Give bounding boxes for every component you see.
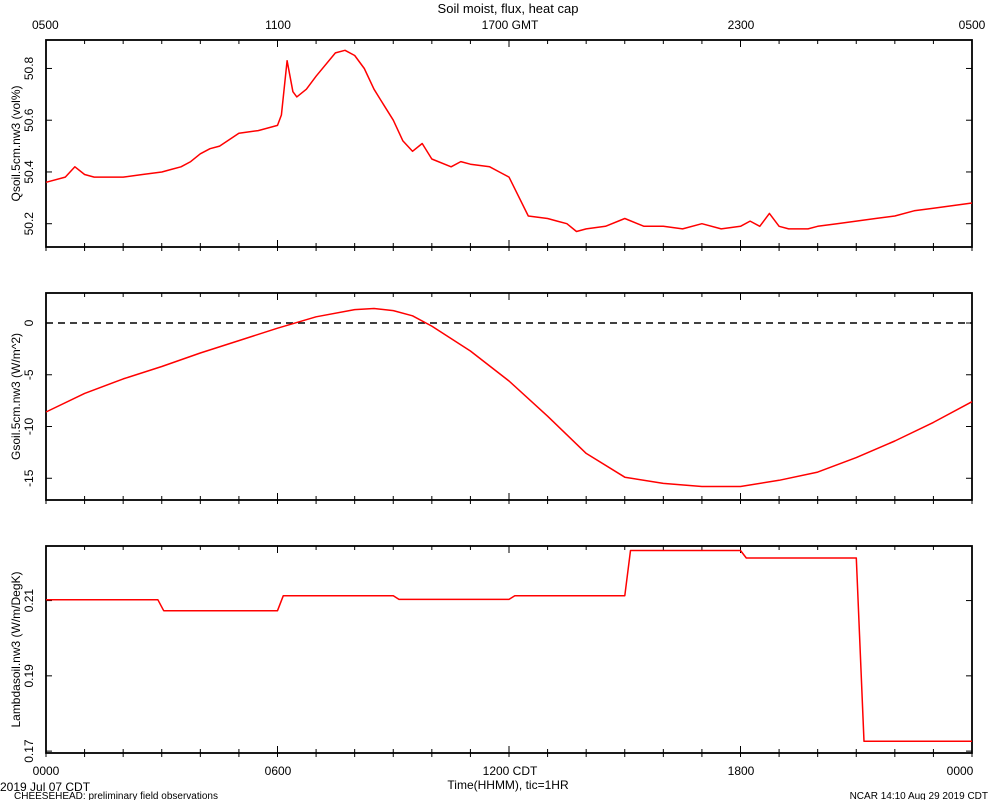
series-line <box>45 49 973 233</box>
footer-left: CHEESEHEAD: preliminary field observatio… <box>14 791 218 800</box>
bottom-tick-label-4: 0000 <box>947 764 974 778</box>
y-tick-label: 0 <box>22 319 36 326</box>
y-tick-label: 50.8 <box>22 56 36 80</box>
y-tick-label: 50.4 <box>22 160 36 184</box>
thermal-conductivity-panel: 0.21 0.19 0.17 Lambdasoil.nw3 (W/m/DegK) <box>9 545 973 763</box>
y-tick-label: -10 <box>22 418 36 436</box>
series-line <box>45 307 973 488</box>
soil-moisture-panel: 50.2 50.4 50.6 50.8 Qsoil.5cm.nw3 (vol%) <box>9 39 973 251</box>
plot-frame <box>45 39 973 248</box>
bottom-tick-label-0: 0000 <box>33 764 60 778</box>
plot-frame <box>45 292 973 501</box>
bottom-tick-label-2: 1200 CDT <box>483 764 538 778</box>
chart-title: Soil moist, flux, heat cap <box>438 1 579 16</box>
y-tick-label: 50.6 <box>22 108 36 132</box>
soil-heat-flux-panel: 0 -5 -10 -15 Gsoil.5cm.nw3 (W/m^2) <box>9 292 973 504</box>
top-tick-label-4: 0500 <box>959 18 986 32</box>
bottom-tick-label-1: 0600 <box>265 764 292 778</box>
top-tick-label-0: 0500 <box>32 18 59 32</box>
y-tick-label: 50.2 <box>22 212 36 236</box>
top-tick-label-1: 1100 <box>265 18 291 32</box>
y-axis-label: Qsoil.5cm.nw3 (vol%) <box>9 85 23 201</box>
y-tick-label: -5 <box>22 369 36 380</box>
footer-right: NCAR 14:10 Aug 29 2019 CDT <box>850 791 988 800</box>
x-axis-label: Time(HHMM), tic=1HR <box>447 778 569 792</box>
y-tick-label: 0.21 <box>22 589 36 613</box>
bottom-tick-label-3: 1800 <box>728 764 755 778</box>
top-tick-label-2: 1700 GMT <box>482 18 539 32</box>
y-tick-label: 0.17 <box>22 739 36 763</box>
plot-frame <box>45 545 973 754</box>
top-tick-label-3: 2300 <box>728 18 755 32</box>
y-tick-label: -15 <box>22 469 36 487</box>
y-axis-label: Gsoil.5cm.nw3 (W/m^2) <box>9 333 23 460</box>
y-axis-label: Lambdasoil.nw3 (W/m/DegK) <box>9 571 23 727</box>
date-label: 2019 Jul 07 CDT <box>0 780 91 794</box>
y-tick-label: 0.19 <box>22 664 36 688</box>
series-line <box>46 549 972 743</box>
